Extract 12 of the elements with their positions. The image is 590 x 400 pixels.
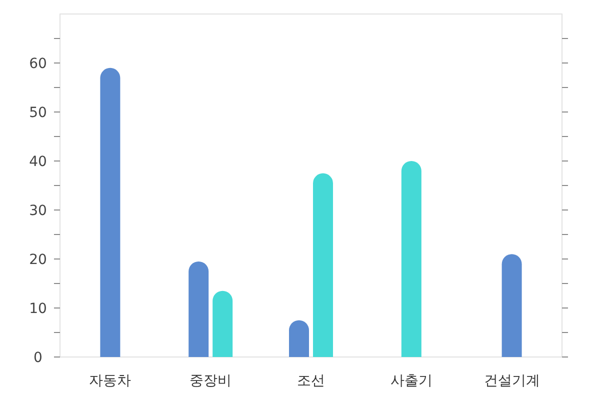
y-tick-label: 50: [29, 105, 47, 121]
y-tick-label: 60: [29, 56, 47, 72]
x-tick-label: 조선: [297, 373, 325, 389]
y-tick-label: 30: [29, 203, 47, 219]
y-tick-label: 0: [34, 350, 42, 366]
x-tick-label: 건설기계: [484, 373, 540, 389]
x-tick-label: 사출기: [390, 373, 432, 389]
y-tick-label: 10: [29, 301, 47, 317]
y-tick-label: 20: [29, 252, 47, 268]
x-tick-label: 중장비: [190, 373, 232, 389]
x-tick-label: 자동차: [89, 373, 132, 389]
y-tick-label: 40: [29, 154, 47, 170]
